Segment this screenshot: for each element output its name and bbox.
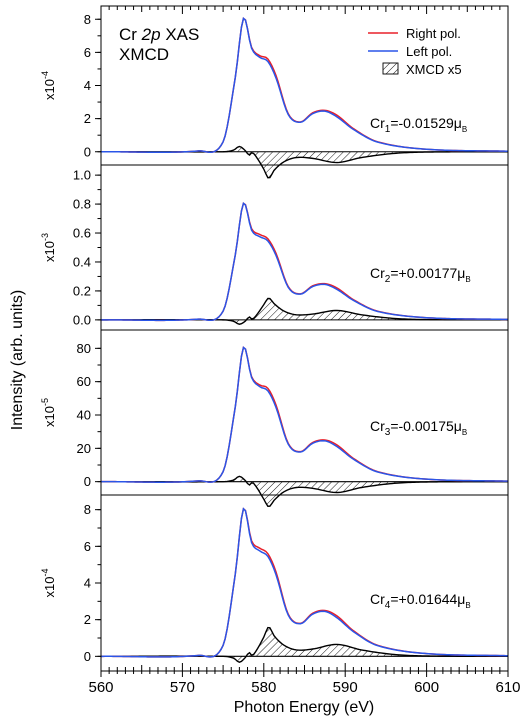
scale-label-base: x10 — [42, 577, 57, 598]
header-line-1: Cr 2p XAS — [119, 25, 199, 44]
scale-label-exponent: -4 — [40, 71, 50, 79]
y-tick-label-3: 40 — [77, 408, 91, 423]
y-tick-label-4: 8 — [84, 502, 91, 517]
moment-cr: Cr — [370, 115, 385, 131]
moment-index: 4 — [385, 600, 391, 611]
scale-label-4: x10-4 — [40, 569, 57, 598]
scale-label-base: x10 — [42, 79, 57, 100]
moment-value: =-0.00175μ — [390, 418, 462, 434]
right-pol-line-3 — [101, 346, 508, 483]
moment-cr: Cr — [370, 591, 385, 607]
legend-xmcd-label: XMCD x5 — [406, 62, 462, 77]
y-tick-label-3: 60 — [77, 374, 91, 389]
plot-frame — [100, 5, 509, 672]
scale-label-2: x10-3 — [40, 233, 57, 262]
right-pol-line-4 — [101, 507, 508, 658]
bottom-x-ticks: 560 570 580 590 600 610 — [88, 663, 521, 696]
panel-2 — [101, 202, 508, 325]
scale-label-1: x10-4 — [40, 71, 57, 100]
xmcd-area-2 — [101, 298, 508, 325]
xmcd-line-4 — [101, 626, 508, 663]
moment-index: 2 — [385, 274, 391, 285]
scale-label-base: x10 — [42, 241, 57, 262]
panel-1 — [101, 17, 508, 179]
left-pol-line-4 — [101, 507, 508, 658]
header-text: Cr 2p XAS XMCD — [119, 25, 199, 64]
xmcd-area-4 — [101, 627, 508, 663]
left-pol-line-2 — [101, 202, 508, 322]
y-tick-label-2: 0.2 — [73, 283, 91, 298]
xmcd-area-3 — [101, 476, 508, 507]
header-xas: XAS — [161, 25, 200, 44]
legend: Right pol. Left pol. XMCD x5 — [368, 26, 462, 77]
moment-value: =+0.00177μ — [390, 265, 465, 281]
legend-right-label: Right pol. — [406, 26, 461, 41]
y-tick-label-3: 20 — [77, 441, 91, 456]
moment-unit-sub: B — [465, 601, 470, 610]
y-tick-label-3: 80 — [77, 341, 91, 356]
y-tick-label-1: 2 — [84, 111, 91, 126]
moment-label-4: Cr4=+0.01644μB — [370, 591, 471, 611]
right-pol-line-2 — [101, 202, 508, 322]
header-line-2: XMCD — [119, 45, 169, 64]
xmcd-line-1 — [101, 145, 508, 179]
moment-unit-sub: B — [465, 275, 470, 284]
moment-cr: Cr — [370, 265, 385, 281]
y-tick-label-4: 6 — [84, 539, 91, 554]
x-axis-title: Photon Energy (eV) — [234, 699, 375, 716]
left-pol-line-3 — [101, 346, 508, 483]
moment-index: 1 — [385, 124, 391, 135]
scale-label-base: x10 — [42, 406, 57, 427]
y-tick-label-1: 8 — [84, 12, 91, 27]
scale-label-exponent: -4 — [40, 569, 50, 577]
moment-unit-sub: B — [462, 428, 467, 437]
x-tick-label: 590 — [333, 679, 358, 696]
legend-left-label: Left pol. — [406, 44, 452, 59]
top-x-ticks — [100, 6, 509, 14]
moment-label-1: Cr1=-0.01529μB — [370, 115, 467, 135]
moment-label-3: Cr3=-0.00175μB — [370, 418, 467, 438]
scale-label-exponent: -3 — [40, 233, 50, 241]
y-tick-label-3: 0 — [84, 474, 91, 489]
y-axis-title: Intensity (arb. units) — [9, 290, 26, 431]
y-tick-label-4: 2 — [84, 612, 91, 627]
y-tick-label-2: 0.8 — [73, 197, 91, 212]
panel-3 — [101, 346, 508, 507]
left-pol-line-1 — [101, 17, 508, 154]
x-tick-label: 610 — [495, 679, 520, 696]
moment-cr: Cr — [370, 418, 385, 434]
moment-unit-sub: B — [462, 125, 467, 134]
x-tick-label: 560 — [88, 679, 113, 696]
y-tick-label-1: 6 — [84, 45, 91, 60]
xmcd-area-1 — [101, 146, 508, 178]
y-tick-label-1: 4 — [84, 78, 91, 93]
y-tick-label-2: 1.0 — [73, 168, 91, 183]
header-2p: 2p — [141, 25, 161, 44]
x-tick-label: 600 — [414, 679, 439, 696]
legend-xmcd-swatch — [382, 62, 399, 75]
x-tick-label: 570 — [170, 679, 195, 696]
scale-label-3: x10-5 — [40, 398, 57, 427]
y-tick-label-2: 0.0 — [73, 312, 91, 327]
moment-value: =+0.01644μ — [390, 591, 465, 607]
y-tick-label-2: 0.4 — [73, 254, 91, 269]
panel-4 — [101, 507, 508, 663]
moment-value: =-0.01529μ — [390, 115, 462, 131]
y-tick-label-1: 0 — [84, 144, 91, 159]
moment-label-2: Cr2=+0.00177μB — [370, 265, 471, 285]
moment-index: 3 — [385, 427, 391, 438]
panels-group: 02468x10-4Cr1=-0.01529μB0.00.20.40.60.81… — [40, 12, 508, 664]
header-cr: Cr — [119, 25, 142, 44]
y-tick-label-2: 0.6 — [73, 226, 91, 241]
y-tick-label-4: 0 — [84, 649, 91, 664]
scale-label-exponent: -5 — [40, 398, 50, 406]
y-tick-label-4: 4 — [84, 576, 91, 591]
x-tick-label: 580 — [251, 679, 276, 696]
